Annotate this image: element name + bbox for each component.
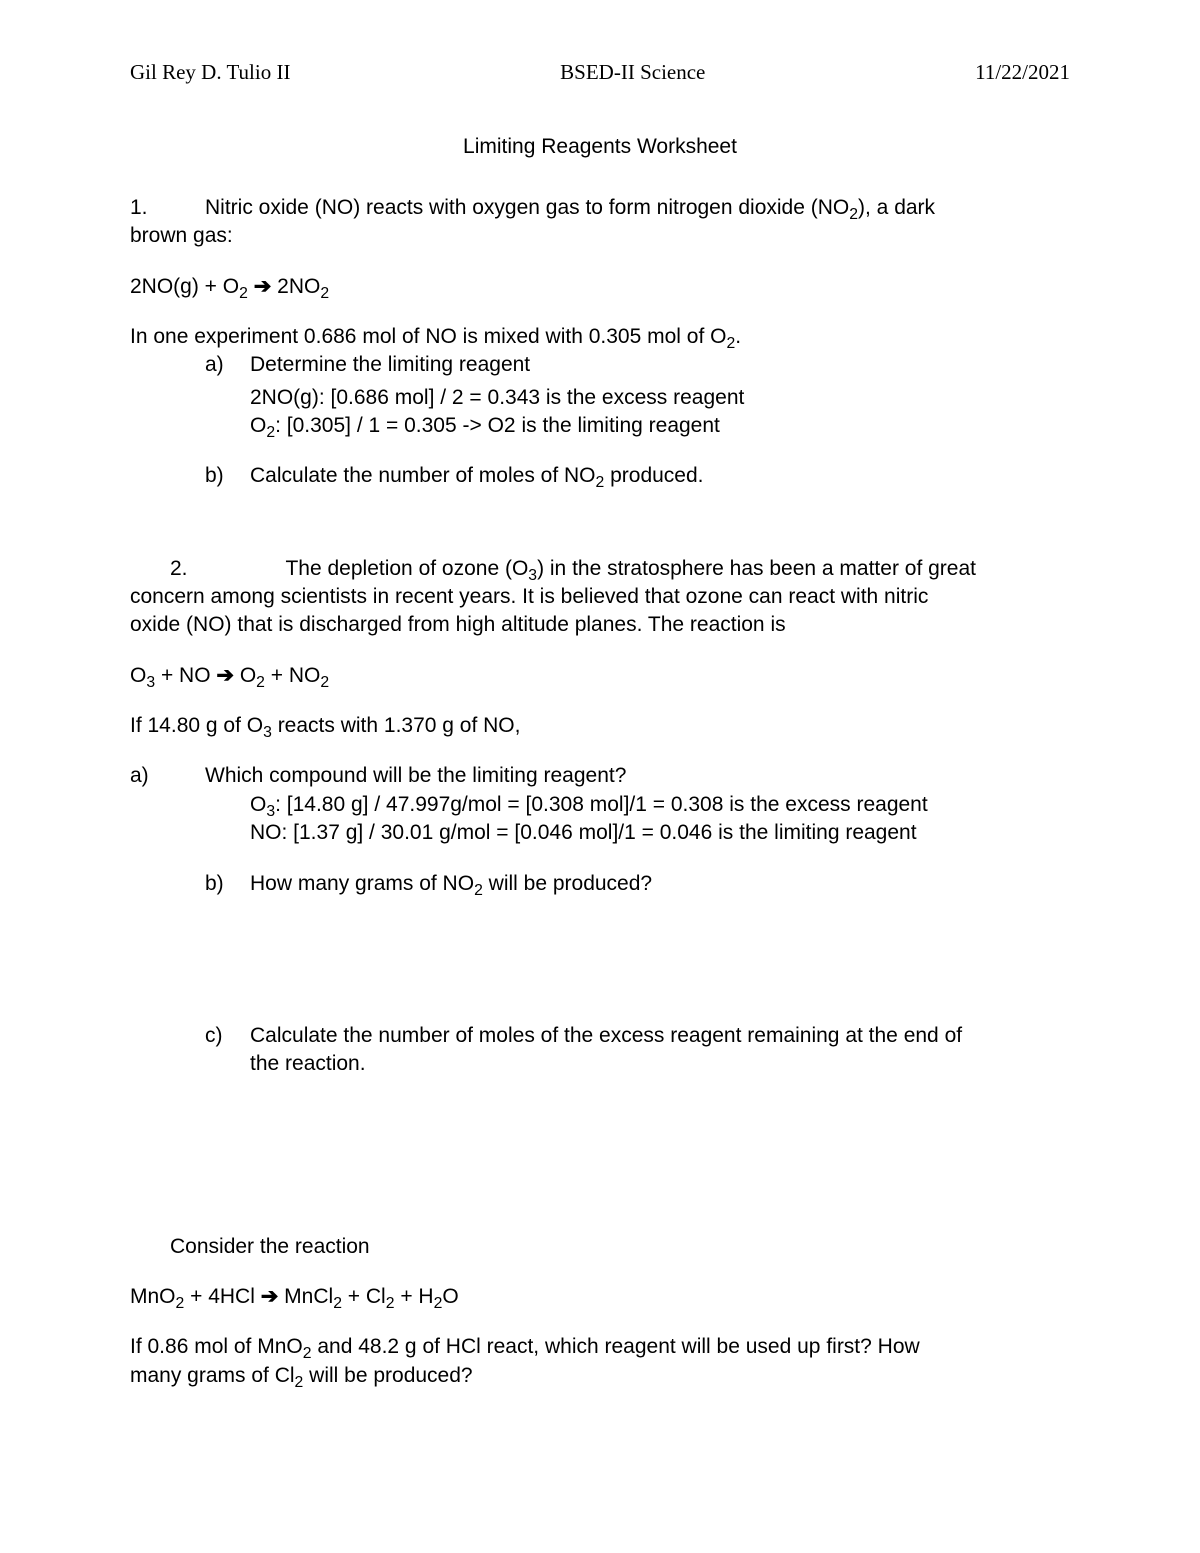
q2-equation: O3 + NO ➔ O2 + NO2 [130,662,1070,690]
q1-part-b: b) Calculate the number of moles of NO2 … [130,462,1070,490]
q1-number: 1. [130,194,205,222]
header-author: Gil Rey D. Tulio II [130,60,290,85]
q2-number: 2. [170,555,188,583]
page-header: Gil Rey D. Tulio II BSED-II Science 11/2… [130,60,1070,85]
q1-experiment: In one experiment 0.686 mol of NO is mix… [130,323,1070,351]
worksheet-title: Limiting Reagents Worksheet [130,135,1070,159]
q2-part-c: c) Calculate the number of moles of the … [130,1022,1070,1079]
q2-intro: The depletion of ozone (O3) in the strat… [130,555,1070,640]
header-date: 11/22/2021 [975,60,1070,85]
q2-part-b: b) How many grams of NO2 will be produce… [130,870,1070,898]
q3-question: If 0.86 mol of MnO2 and 48.2 g of HCl re… [130,1333,1070,1390]
q2-part-a: a) Which compound will be the limiting r… [130,762,1070,847]
q1-intro: 1. Nitric oxide (NO) reacts with oxygen … [130,194,1070,251]
q3-consider: Consider the reaction [130,1233,1070,1261]
document-page: Gil Rey D. Tulio II BSED-II Science 11/2… [0,0,1200,1553]
body-content: 1. Nitric oxide (NO) reacts with oxygen … [130,194,1070,1390]
q2-if: If 14.80 g of O3 reacts with 1.370 g of … [130,712,1070,740]
q1-part-a: a) Determine the limiting reagent 2NO(g)… [130,351,1070,440]
header-course: BSED-II Science [560,60,705,85]
q1-equation: 2NO(g) + O2 ➔ 2NO2 [130,273,1070,301]
q3-equation: MnO2 + 4HCl ➔ MnCl2 + Cl2 + H2O [130,1283,1070,1311]
